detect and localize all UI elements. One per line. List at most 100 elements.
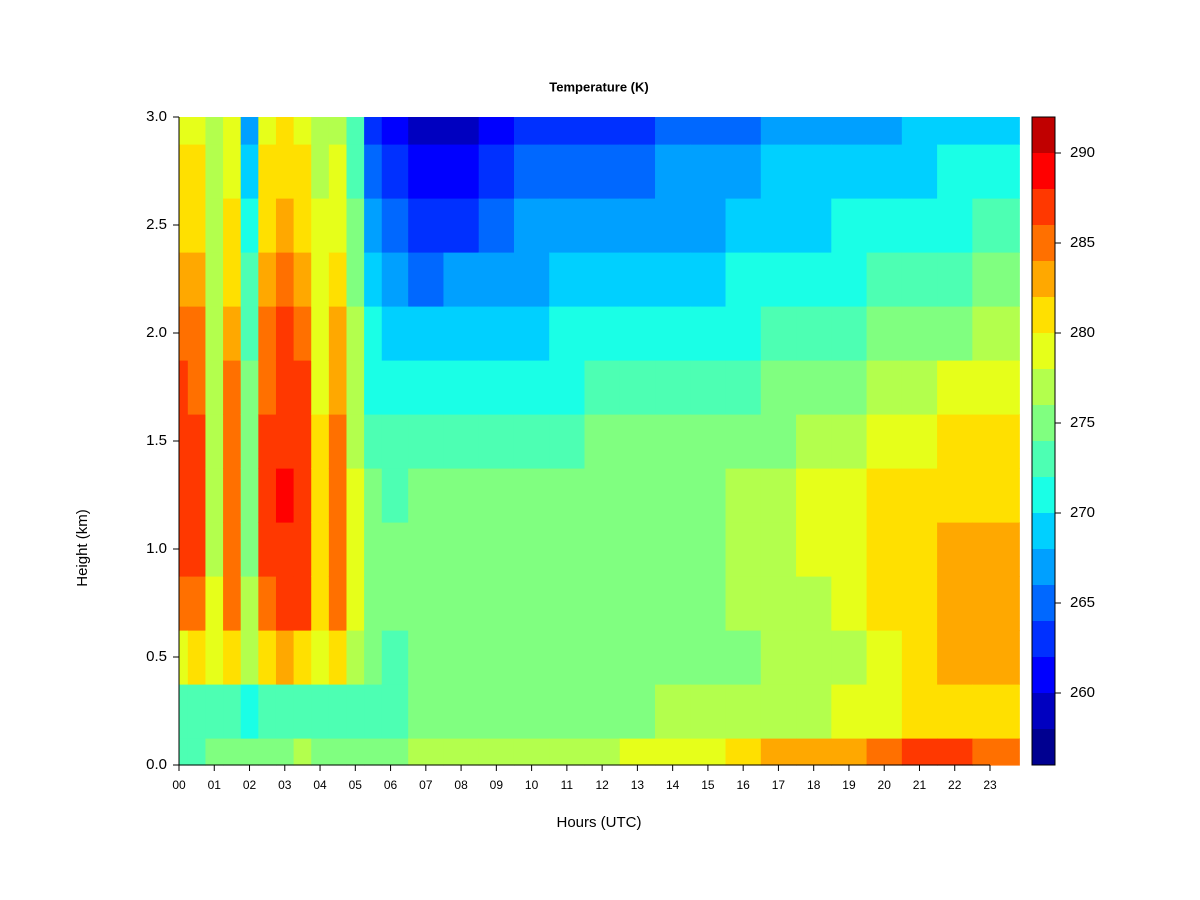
heat-cell <box>240 738 259 766</box>
heat-cell <box>584 360 621 415</box>
heat-cell <box>619 630 656 685</box>
heat-cell <box>223 306 242 361</box>
heat-cell <box>311 117 330 145</box>
heat-cell <box>293 144 312 199</box>
heat-cell <box>381 576 409 631</box>
heat-cell <box>725 117 762 145</box>
x-tick-label: 09 <box>490 778 504 792</box>
heat-cell <box>760 738 797 766</box>
heat-cell <box>655 738 691 766</box>
heat-cell <box>275 468 295 523</box>
x-tick-label: 10 <box>525 778 539 792</box>
colorbar-band <box>1032 441 1055 477</box>
heat-cell <box>796 576 832 631</box>
heat-cell <box>760 576 797 631</box>
heat-cell <box>725 738 762 766</box>
heat-cell <box>866 684 903 739</box>
heat-cell <box>187 522 207 577</box>
heat-cell <box>346 198 365 253</box>
heat-cell <box>796 738 832 766</box>
heat-cell <box>901 468 938 523</box>
heat-cell <box>937 117 973 145</box>
heat-cell <box>258 738 277 766</box>
heat-cell <box>346 522 365 577</box>
heat-cell <box>796 630 832 685</box>
y-tick-label: 2.5 <box>146 216 167 233</box>
heat-cell <box>205 360 224 415</box>
heat-cell <box>293 198 312 253</box>
heat-cell <box>725 360 762 415</box>
heat-cell <box>223 144 242 199</box>
heat-cell <box>275 630 295 685</box>
heat-cell <box>690 198 727 253</box>
heat-cell <box>381 306 409 361</box>
heat-cell <box>513 198 550 253</box>
heat-cell <box>364 117 383 145</box>
heat-cell <box>328 198 348 253</box>
heat-cell <box>690 522 727 577</box>
heat-cell <box>866 198 903 253</box>
heat-cell <box>187 198 207 253</box>
heat-cell <box>619 576 656 631</box>
heat-cell <box>443 684 480 739</box>
heat-cell <box>223 684 242 739</box>
heat-cell <box>760 144 797 199</box>
heat-cell <box>364 144 383 199</box>
heat-cell <box>760 360 797 415</box>
heat-cell <box>364 198 383 253</box>
y-tick-label: 0.0 <box>146 756 167 773</box>
heat-cell <box>831 198 868 253</box>
heat-cell <box>258 576 277 631</box>
heat-cell <box>584 576 621 631</box>
heat-cell <box>187 414 207 469</box>
heat-cell <box>655 684 691 739</box>
heat-cell <box>584 738 621 766</box>
heat-cell <box>223 630 242 685</box>
heat-cell <box>346 468 365 523</box>
heat-cell <box>328 630 348 685</box>
heat-cell <box>478 576 515 631</box>
heat-cell <box>275 360 295 415</box>
heat-cell <box>796 468 832 523</box>
heat-cell <box>311 252 330 307</box>
heat-cell <box>690 468 727 523</box>
heat-cell <box>328 684 348 739</box>
heat-cell <box>328 117 348 145</box>
heat-cell <box>619 738 656 766</box>
heat-cell <box>831 522 868 577</box>
heat-cell <box>725 252 762 307</box>
heat-cell <box>328 522 348 577</box>
heat-cell <box>311 144 330 199</box>
heat-cell <box>408 630 445 685</box>
heat-cell <box>240 252 259 307</box>
heat-cell <box>831 360 868 415</box>
heat-cell <box>179 522 189 577</box>
heat-cell <box>408 252 445 307</box>
heat-cell <box>690 144 727 199</box>
heat-cell <box>690 684 727 739</box>
heat-cell <box>205 198 224 253</box>
x-tick-label: 00 <box>172 778 186 792</box>
heat-cell <box>972 252 1020 307</box>
heat-cell <box>293 684 312 739</box>
heat-cell <box>866 630 903 685</box>
heat-cell <box>513 306 550 361</box>
heat-cell <box>725 522 762 577</box>
heat-cell <box>584 144 621 199</box>
heat-cell <box>972 360 1020 415</box>
heat-cell <box>364 522 383 577</box>
heat-cell <box>831 468 868 523</box>
heat-cell <box>240 414 259 469</box>
heat-cell <box>655 198 691 253</box>
heat-cell <box>187 360 207 415</box>
heat-cell <box>831 684 868 739</box>
heat-cell <box>478 468 515 523</box>
heat-cell <box>725 144 762 199</box>
heat-cell <box>346 414 365 469</box>
heat-cell <box>549 117 586 145</box>
heat-cell <box>275 684 295 739</box>
colorbar-band <box>1032 369 1055 405</box>
heat-cell <box>187 576 207 631</box>
heat-cell <box>179 414 189 469</box>
heat-cell <box>364 306 383 361</box>
